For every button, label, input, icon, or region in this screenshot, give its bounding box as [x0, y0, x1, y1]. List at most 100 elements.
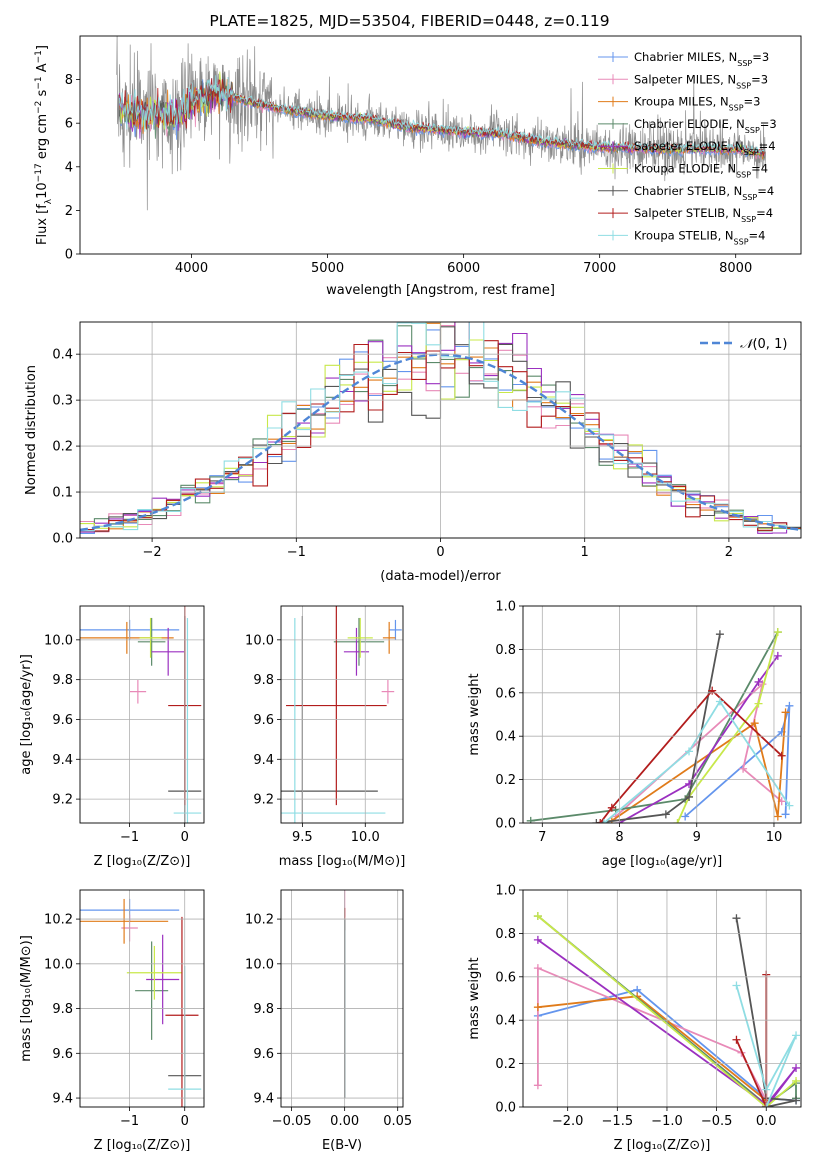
- weight-series-line: [596, 634, 721, 823]
- weight-point-marker: [533, 935, 542, 944]
- x-tick-label: 7: [538, 830, 546, 845]
- weight-point-marker: [785, 801, 794, 810]
- weight-point-marker: [732, 981, 741, 990]
- legend-entry-label: Salpeter STELIB, NSSP=4: [634, 206, 773, 224]
- weight-point-marker: [732, 914, 741, 923]
- legend-entry-label: Salpeter MILES, NSSP=3: [634, 72, 768, 90]
- y-axis-label: Flux [fλ10−17 erg cm−2 s−1 A−1]: [34, 45, 54, 245]
- weight-point-marker: [592, 819, 601, 823]
- y-tick-label: 9.6: [253, 1047, 274, 1062]
- legend-entry-label: 𝒩(0, 1): [740, 337, 787, 352]
- residual-axes: −2 −1 0 1 2 0.0 0.1 0.2 0.3 0.4 (data-model)/error…: [24, 321, 802, 584]
- y-tick-label: 2: [65, 204, 73, 219]
- y-tick-label: 0.4: [52, 348, 73, 363]
- legend-entry-label: Kroupa ELODIE, NSSP=4: [634, 162, 768, 180]
- y-tick-label: 9.8: [52, 673, 73, 688]
- weight-point-marker: [533, 1081, 542, 1090]
- y-tick-label: 10.2: [44, 913, 73, 928]
- weight-point-marker: [708, 686, 717, 695]
- x-tick-label: −1: [287, 545, 306, 560]
- x-axis-label: Z [log₁₀(Z/Z⊙)]: [94, 1138, 191, 1153]
- weight-vs-age-axes: 7 8 9 10 0.0 0.2 0.4 0.6 0.8 1.0 age [log₁₀(age/yr…: [467, 600, 802, 869]
- weight-point-marker: [526, 816, 535, 823]
- weight-point-marker: [600, 819, 609, 823]
- x-tick-label: 4000: [175, 261, 208, 276]
- y-tick-label: 0.0: [52, 532, 73, 547]
- weight-vs-Z-axes-plot: [533, 912, 801, 1107]
- legend-entry-label: Salpeter ELODIE, NSSP=4: [634, 139, 776, 157]
- x-tick-label: 9: [693, 830, 701, 845]
- spectrum-axes-plot: [116, 36, 766, 211]
- weight-point-marker: [533, 912, 542, 921]
- x-axis-label: Z [log₁₀(Z/Z⊙)]: [614, 1138, 711, 1153]
- spectrum-axes: 4000 5000 6000 7000 8000 0 2 4 6 8 wavelength [Ang…: [34, 35, 802, 298]
- y-tick-label: 10.0: [245, 633, 274, 648]
- weight-point-marker: [607, 803, 616, 812]
- y-tick-label: 0.0: [495, 817, 516, 832]
- weight-series-line: [537, 995, 768, 1107]
- weight-series-line: [619, 655, 779, 823]
- y-tick-label: 9.6: [52, 713, 73, 728]
- weight-point-marker: [773, 628, 782, 637]
- x-tick-label: 8: [615, 830, 623, 845]
- legend-entry-label: Kroupa MILES, NSSP=3: [634, 95, 760, 113]
- weight-point-marker: [715, 630, 724, 639]
- axes-frame: [79, 889, 205, 1108]
- weight-series-line: [603, 699, 791, 823]
- y-tick-label: 0.4: [495, 730, 516, 745]
- weight-point-marker: [685, 792, 694, 801]
- x-tick-label: 0: [436, 545, 444, 560]
- y-tick-label: 9.8: [253, 673, 274, 688]
- weight-point-marker: [533, 1003, 542, 1012]
- weight-point-marker: [750, 719, 759, 728]
- x-tick-label: 9.5: [292, 830, 313, 845]
- y-tick-label: 1.0: [495, 600, 516, 615]
- x-tick-label: 8000: [719, 261, 752, 276]
- x-axis-label: wavelength [Angstrom, rest frame]: [326, 283, 555, 298]
- axes-frame: [280, 889, 404, 1108]
- x-axis-label: mass [log₁₀(M/M⊙)]: [279, 854, 406, 869]
- axes-frame: [522, 889, 802, 1108]
- x-tick-label: 5000: [311, 261, 344, 276]
- weight-point-marker: [792, 1096, 801, 1105]
- x-tick-label: −1: [120, 830, 139, 845]
- weight-series-line: [735, 985, 797, 1107]
- y-tick-label: 10.0: [44, 633, 73, 648]
- y-tick-label: 9.4: [253, 753, 274, 768]
- spectrum-model-line: [119, 75, 765, 155]
- y-tick-label: 9.4: [253, 1092, 274, 1107]
- y-tick-label: 9.4: [52, 753, 73, 768]
- x-tick-label: −0.5: [701, 1114, 733, 1129]
- x-tick-label: 0: [181, 1114, 189, 1129]
- legend-entry-label: Chabrier ELODIE, NSSP=3: [634, 117, 777, 134]
- x-tick-label: 10: [766, 830, 783, 845]
- x-tick-label: 7000: [583, 261, 616, 276]
- y-tick-label: 6: [65, 117, 73, 132]
- x-tick-label: 1: [581, 545, 589, 560]
- weight-point-marker: [673, 819, 682, 823]
- axes-frame: [79, 605, 205, 824]
- age-vs-Z-axes-plot: [80, 606, 202, 823]
- y-tick-label: 9.2: [52, 793, 73, 808]
- x-tick-label: 2: [725, 545, 733, 560]
- weight-point-marker: [754, 677, 763, 686]
- x-axis-label: E(B-V): [322, 1138, 362, 1153]
- y-axis-label: mass weight: [467, 673, 482, 755]
- weight-point-marker: [777, 751, 786, 760]
- spectrum-legend: Chabrier MILES, NSSP=3 Salpeter MILES, NS…: [598, 50, 777, 246]
- x-tick-label: 0.0: [756, 1114, 777, 1129]
- spectrum-model-line: [119, 81, 765, 159]
- y-tick-label: 9.6: [253, 713, 274, 728]
- x-tick-label: −1.0: [651, 1114, 683, 1129]
- y-tick-label: 0.2: [52, 440, 73, 455]
- weight-vs-Z-axes: −2.0 −1.5 −1.0 −0.5 0.0 0.0 0.2 0.4 0.6 0.8 1.0 Z […: [467, 884, 802, 1153]
- y-tick-label: 0.6: [495, 686, 516, 701]
- weight-vs-age-axes-plot: [526, 628, 794, 823]
- weight-point-marker: [685, 747, 694, 756]
- x-axis-label: Z [log₁₀(Z/Z⊙)]: [94, 854, 191, 869]
- y-axis-label: mass [log₁₀(M/M⊙)]: [19, 935, 34, 1062]
- mass-vs-ebv-axes: −0.05 0.00 0.05 9.4 9.6 9.8 10.0 10.2 E(B-V): [245, 889, 412, 1153]
- y-tick-label: 0.0: [495, 1101, 516, 1116]
- y-tick-label: 0.2: [495, 773, 516, 788]
- x-tick-label: −1: [120, 1114, 139, 1129]
